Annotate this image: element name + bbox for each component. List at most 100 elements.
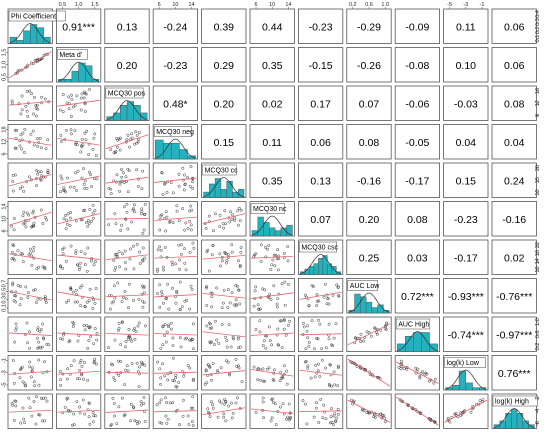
- scatter-point: [336, 285, 340, 289]
- tick-label: 1.5: [91, 2, 99, 8]
- tick-label: 14: [189, 2, 195, 8]
- scatter-point: [221, 222, 225, 226]
- scatter-point: [124, 175, 128, 179]
- scatter-point: [188, 307, 192, 311]
- scatter-point: [225, 259, 229, 262]
- scatter-point: [316, 337, 320, 341]
- panel-border: [249, 239, 295, 275]
- scatter-point: [28, 360, 32, 364]
- scatter-point: [61, 93, 65, 96]
- correlation-value: 0.20: [117, 60, 138, 72]
- scatter-point: [61, 252, 65, 256]
- scatter-point: [222, 226, 225, 230]
- scatter-point: [136, 324, 140, 328]
- panel-border: [394, 201, 441, 237]
- scatter-point: [26, 114, 30, 118]
- scatter-point: [115, 173, 119, 177]
- scatter-point: [166, 378, 170, 382]
- scatter-point: [216, 368, 220, 372]
- correlation-value: 0.91***: [62, 21, 95, 33]
- scatter-point: [205, 381, 209, 385]
- scatter-point: [92, 263, 96, 267]
- scatter-point: [164, 229, 168, 233]
- tick-label: 0.1: [2, 304, 8, 312]
- scatter-point: [282, 327, 286, 331]
- scatter-point: [93, 327, 97, 331]
- scatter-point: [224, 222, 227, 226]
- scatter-point: [177, 380, 181, 384]
- variable-label: MCQ30 csc: [301, 245, 338, 252]
- tick-label: 10: [2, 216, 8, 222]
- scatter-point: [208, 340, 212, 344]
- panel-border: [104, 162, 150, 198]
- scatter-point: [261, 396, 265, 400]
- scatter-point: [303, 360, 307, 364]
- scatter-point: [11, 281, 15, 285]
- regression-line: [250, 368, 294, 377]
- regression-line: [57, 370, 100, 375]
- tick-label: 10: [172, 2, 178, 8]
- histogram-bar: [421, 332, 430, 352]
- scatter-point: [40, 101, 43, 105]
- scatter-point: [78, 361, 82, 365]
- scatter-point: [35, 267, 39, 271]
- scatter-point: [221, 301, 225, 305]
- scatter-point: [113, 378, 117, 382]
- scatter-point: [285, 369, 289, 373]
- scatter-point: [20, 185, 24, 189]
- scatter-point: [453, 412, 457, 416]
- scatter-point: [91, 420, 95, 424]
- scatter-point: [35, 103, 39, 107]
- scatter-point: [113, 212, 117, 216]
- scatter-point: [175, 289, 179, 293]
- scatter-point: [65, 176, 69, 180]
- histogram-bar: [274, 230, 282, 237]
- scatter-point: [135, 361, 139, 365]
- regression-line: [57, 332, 100, 336]
- scatter-point: [122, 205, 126, 209]
- tick-label: 14: [285, 2, 291, 8]
- scatter-point: [117, 321, 121, 325]
- scatter-point: [13, 173, 17, 177]
- panel-border: [346, 239, 392, 275]
- scatter-point: [317, 362, 320, 366]
- scatter-point: [270, 398, 274, 402]
- scatter-point: [226, 288, 230, 292]
- scatter-point: [121, 171, 125, 175]
- variable-label: Meta d': [59, 52, 82, 59]
- scatter-point: [171, 356, 175, 360]
- scatter-point: [267, 366, 271, 370]
- scatter-point: [204, 369, 208, 373]
- histogram-bar: [331, 266, 337, 275]
- scatter-point: [137, 321, 141, 325]
- correlation-value: 0.44: [262, 21, 283, 33]
- scatter-point: [18, 376, 22, 380]
- scatter-point: [334, 322, 338, 326]
- scatter-point: [74, 288, 78, 292]
- panel-border: [394, 8, 441, 44]
- regression-line: [57, 137, 100, 146]
- scatter-point: [111, 396, 115, 400]
- scatter-point: [39, 170, 43, 174]
- scatter-point: [59, 133, 63, 137]
- scatter-point: [88, 207, 92, 211]
- scatter-point: [39, 208, 43, 212]
- variable-label-box: [57, 49, 88, 60]
- scatter-point: [159, 382, 163, 386]
- correlation-value: 0.17: [310, 98, 331, 110]
- scatter-point: [227, 323, 231, 327]
- scatter-point: [303, 293, 307, 297]
- scatter-point: [83, 412, 87, 416]
- scatter-point: [109, 192, 113, 196]
- scatter-point: [116, 359, 120, 363]
- scatter-point: [41, 322, 44, 326]
- variable-label: MCQ30 nc: [253, 206, 287, 213]
- scatter-point: [76, 339, 80, 343]
- scatter-point: [271, 377, 275, 381]
- scatter-point: [306, 324, 309, 328]
- scatter-point: [14, 146, 18, 150]
- tick-label: -3: [463, 2, 468, 8]
- scatter-point: [71, 325, 75, 328]
- scatter-point: [275, 257, 279, 261]
- scatter-point: [237, 288, 241, 292]
